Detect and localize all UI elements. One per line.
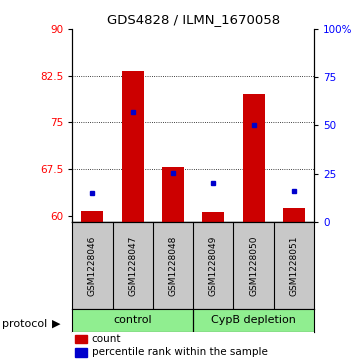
Text: GSM1228046: GSM1228046 xyxy=(88,235,97,295)
Text: protocol: protocol xyxy=(2,319,47,329)
Bar xyxy=(202,212,225,222)
Bar xyxy=(283,208,305,222)
Text: ▶: ▶ xyxy=(52,319,60,329)
Text: GSM1228049: GSM1228049 xyxy=(209,235,218,295)
Text: GSM1228048: GSM1228048 xyxy=(169,235,178,295)
Text: GSM1228050: GSM1228050 xyxy=(249,235,258,295)
Title: GDS4828 / ILMN_1670058: GDS4828 / ILMN_1670058 xyxy=(106,13,280,26)
Bar xyxy=(75,335,87,343)
Bar xyxy=(81,211,104,222)
Text: GSM1228051: GSM1228051 xyxy=(290,235,299,295)
Bar xyxy=(162,167,184,222)
Bar xyxy=(75,348,87,356)
Text: GSM1228047: GSM1228047 xyxy=(128,235,137,295)
Text: control: control xyxy=(113,315,152,325)
Text: count: count xyxy=(92,334,121,344)
Bar xyxy=(122,71,144,222)
Text: percentile rank within the sample: percentile rank within the sample xyxy=(92,347,268,358)
Bar xyxy=(243,94,265,222)
Text: CypB depletion: CypB depletion xyxy=(211,315,296,325)
